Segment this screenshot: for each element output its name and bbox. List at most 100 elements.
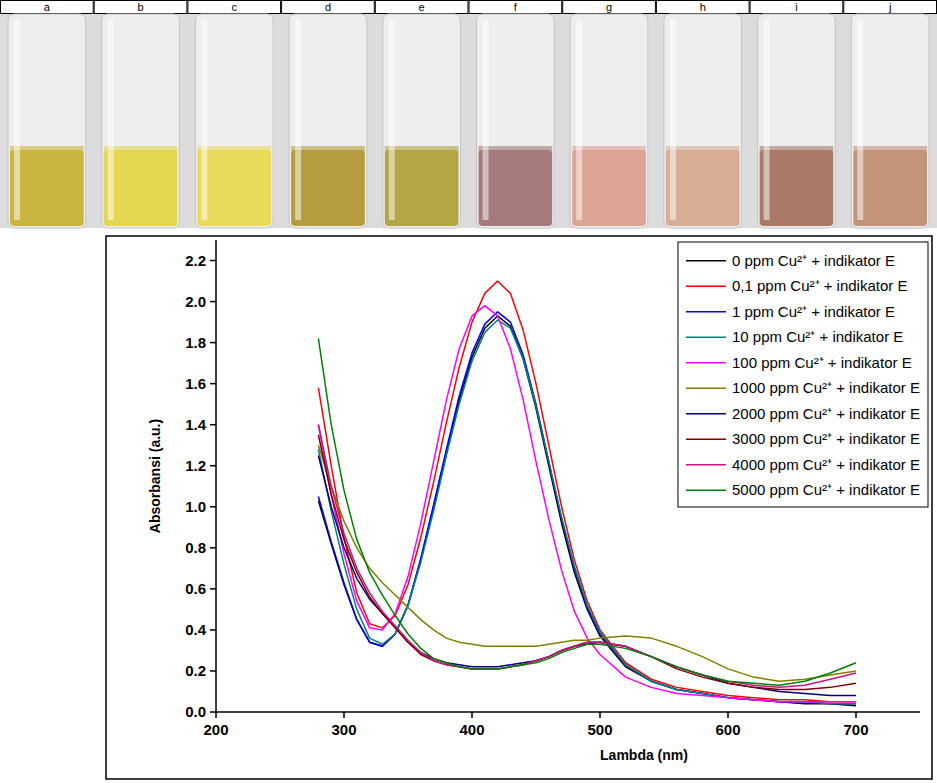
y-tick-label: 1.0 bbox=[185, 498, 206, 515]
vial-meniscus bbox=[385, 146, 459, 154]
vial-meniscus bbox=[291, 146, 365, 154]
y-tick-label: 0.8 bbox=[185, 539, 206, 556]
vial-label: f bbox=[514, 1, 518, 13]
legend-swatch bbox=[686, 490, 726, 492]
vial-liquid bbox=[666, 150, 740, 226]
legend-label: 1000 ppm Cu²⁺ + indikator E bbox=[732, 379, 920, 396]
vial-meniscus bbox=[197, 146, 271, 154]
legend-swatch bbox=[686, 286, 726, 288]
vial-liquid bbox=[197, 150, 271, 226]
vial-liquid bbox=[385, 150, 459, 226]
y-tick-label: 1.6 bbox=[185, 375, 206, 392]
y-tick bbox=[210, 629, 216, 631]
vial-glass bbox=[383, 14, 461, 228]
vial-label: g bbox=[606, 1, 612, 13]
vial-liquid bbox=[853, 150, 927, 226]
vial-liquid bbox=[10, 150, 84, 226]
legend-swatch bbox=[686, 337, 726, 339]
vial-glass bbox=[758, 14, 836, 228]
vial-liquid bbox=[104, 150, 178, 226]
vial-highlight bbox=[201, 20, 207, 220]
vial-liquid bbox=[572, 150, 646, 226]
x-tick-label: 600 bbox=[715, 721, 740, 738]
x-tick bbox=[215, 712, 217, 718]
y-tick-label: 2.0 bbox=[185, 293, 206, 310]
y-tick-label: 1.4 bbox=[185, 416, 207, 433]
x-tick bbox=[855, 712, 857, 718]
x-tick-label: 500 bbox=[587, 721, 612, 738]
vial-highlight bbox=[764, 20, 770, 220]
legend-swatch bbox=[686, 311, 726, 313]
legend-label: 10 ppm Cu²⁺ + indikator E bbox=[732, 328, 903, 345]
legend-label: 1 ppm Cu²⁺ + indikator E bbox=[732, 303, 895, 320]
vial-meniscus bbox=[572, 146, 646, 154]
vial-meniscus bbox=[760, 146, 834, 154]
vial-highlight bbox=[576, 20, 582, 220]
y-axis-title: Absorbansi (a.u.) bbox=[147, 419, 163, 533]
vial-label: e bbox=[419, 1, 425, 13]
legend-swatch bbox=[686, 439, 726, 441]
vial-meniscus bbox=[10, 146, 84, 154]
x-axis-title: Lambda (nm) bbox=[600, 747, 688, 763]
vial-glass bbox=[477, 14, 555, 228]
legend-label: 100 ppm Cu²⁺ + indikator E bbox=[732, 354, 912, 371]
vial-meniscus bbox=[479, 146, 553, 154]
y-tick bbox=[210, 711, 216, 713]
y-tick-label: 1.2 bbox=[185, 457, 206, 474]
vial-highlight bbox=[857, 20, 863, 220]
label-cell bbox=[844, 1, 937, 14]
label-cell bbox=[563, 1, 656, 14]
vial-label: i bbox=[795, 1, 797, 13]
vial-highlight bbox=[14, 20, 20, 220]
vial-highlight bbox=[389, 20, 395, 220]
y-tick bbox=[210, 670, 216, 672]
legend-box bbox=[678, 242, 928, 507]
chart-frame bbox=[106, 236, 932, 779]
vial-glass bbox=[289, 14, 367, 228]
x-tick bbox=[599, 712, 601, 718]
vial-photo: abcdefghij bbox=[0, 1, 937, 229]
x-tick bbox=[471, 712, 473, 718]
label-cell bbox=[94, 1, 187, 14]
x-tick-label: 400 bbox=[459, 721, 484, 738]
vial-liquid bbox=[291, 150, 365, 226]
x-tick bbox=[727, 712, 729, 718]
y-tick bbox=[210, 260, 216, 262]
legend-swatch bbox=[686, 388, 726, 390]
y-tick-label: 0.0 bbox=[185, 703, 206, 720]
label-cell bbox=[188, 1, 281, 14]
y-tick-label: 0.6 bbox=[185, 580, 206, 597]
vial-liquid bbox=[760, 150, 834, 226]
photo-background bbox=[0, 14, 937, 228]
vial-meniscus bbox=[853, 146, 927, 154]
y-tick-label: 1.8 bbox=[185, 334, 206, 351]
vial-glass bbox=[8, 14, 86, 228]
legend-swatch bbox=[686, 464, 726, 466]
label-cell bbox=[469, 1, 562, 14]
vial-highlight bbox=[108, 20, 114, 220]
x-tick-label: 700 bbox=[843, 721, 868, 738]
vial-liquid bbox=[479, 150, 553, 226]
legend-label: 5000 ppm Cu²⁺ + indikator E bbox=[732, 481, 920, 498]
legend: 0 ppm Cu²⁺ + indikator E0,1 ppm Cu²⁺ + i… bbox=[678, 242, 928, 507]
vial-glass bbox=[195, 14, 273, 228]
figure: abcdefghij2003004005006007000.00.20.40.6… bbox=[0, 0, 937, 783]
y-tick bbox=[210, 301, 216, 303]
vial-label: d bbox=[325, 1, 331, 13]
legend-label: 2000 ppm Cu²⁺ + indikator E bbox=[732, 405, 920, 422]
vial-highlight bbox=[670, 20, 676, 220]
y-tick bbox=[210, 588, 216, 590]
y-tick-label: 0.4 bbox=[185, 621, 207, 638]
y-tick bbox=[210, 506, 216, 508]
vial-glass bbox=[102, 14, 180, 228]
label-cell bbox=[1, 1, 94, 14]
vial-meniscus bbox=[666, 146, 740, 154]
x-tick bbox=[343, 712, 345, 718]
x-tick-label: 200 bbox=[203, 721, 228, 738]
legend-swatch bbox=[686, 413, 726, 415]
legend-swatch bbox=[686, 260, 726, 262]
x-axis bbox=[216, 711, 920, 713]
legend-label: 3000 ppm Cu²⁺ + indikator E bbox=[732, 430, 920, 447]
vial-meniscus bbox=[104, 146, 178, 154]
y-tick bbox=[210, 342, 216, 344]
